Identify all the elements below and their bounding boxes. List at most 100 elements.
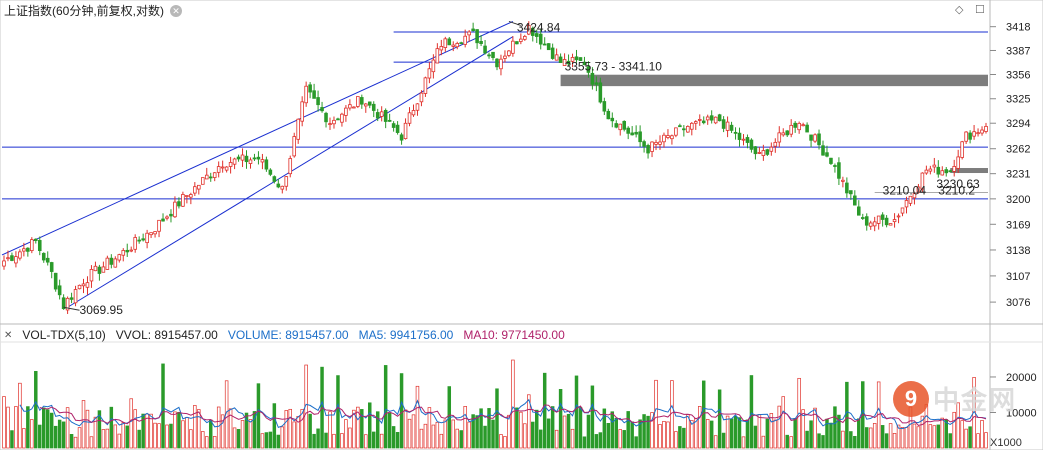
volume-bar — [694, 418, 698, 449]
volume-bar — [515, 407, 519, 449]
volume-bar — [682, 427, 686, 449]
candle-body — [415, 103, 420, 111]
candle-body — [431, 59, 436, 73]
candle-body — [10, 255, 14, 261]
candle-body — [845, 182, 849, 194]
level-label-3210b: 3210.2 — [938, 184, 975, 198]
candle-body — [475, 29, 479, 44]
volume-bar — [976, 433, 980, 449]
volume-bar — [129, 398, 133, 449]
volume-bar — [149, 413, 153, 449]
candle-body — [459, 42, 463, 45]
candle-body — [153, 231, 157, 235]
volume-bar — [14, 406, 18, 449]
volume-bar — [479, 408, 483, 449]
volume-bar — [829, 422, 833, 449]
candle-body — [741, 138, 746, 141]
volume-bar — [888, 423, 893, 449]
volume-bar — [109, 406, 114, 449]
volume-bar — [248, 419, 253, 449]
candle-body — [117, 254, 122, 261]
candle-body — [841, 179, 845, 182]
candle-body — [721, 119, 726, 129]
volume-bar — [272, 403, 277, 449]
candle-body — [77, 284, 82, 290]
candle-body — [578, 57, 583, 61]
volume-bar — [38, 424, 42, 449]
ma10-value: MA10: 9771450.00 — [463, 328, 565, 342]
candle-body — [137, 239, 141, 242]
volume-bar — [749, 375, 754, 449]
candle-body — [81, 283, 86, 287]
volume-bar — [896, 424, 901, 449]
candle-body — [880, 214, 885, 220]
volume-bar — [590, 385, 595, 449]
candle-body — [674, 127, 678, 136]
volume-bar — [733, 415, 738, 449]
volume-bar — [900, 427, 905, 449]
close-icon[interactable]: ✕ — [170, 4, 183, 17]
diamond-icon[interactable]: ◇ — [955, 4, 964, 16]
volume-bar — [471, 414, 475, 449]
window-icon[interactable]: ☐ — [975, 4, 985, 16]
volume-bar — [137, 429, 141, 449]
candle-body — [61, 297, 66, 310]
candle-body — [367, 101, 372, 106]
candle-body — [73, 289, 78, 304]
volume-bar — [344, 419, 348, 449]
candle-body — [626, 127, 630, 134]
candle-body — [145, 232, 149, 244]
candle-body — [224, 166, 229, 171]
candle-body — [904, 200, 909, 208]
volume-bar — [674, 431, 678, 449]
candle-body — [618, 123, 623, 131]
volume-bar — [586, 414, 591, 449]
candle-body — [149, 232, 153, 236]
volume-bar — [686, 414, 690, 449]
volume-bar — [34, 370, 38, 449]
candle-body — [49, 262, 54, 272]
candle-body — [244, 155, 249, 163]
volume-bar — [594, 434, 599, 449]
candle-body — [320, 107, 324, 112]
candle-body — [423, 77, 428, 94]
candle-body — [829, 157, 833, 164]
candle-body — [924, 169, 929, 174]
candle-body — [530, 27, 535, 36]
candle-body — [200, 177, 205, 185]
candle-body — [34, 238, 38, 242]
candle-body — [538, 33, 543, 45]
candle-body — [785, 130, 790, 136]
candle-body — [30, 239, 34, 252]
candle-body — [447, 38, 452, 46]
volume-bar — [558, 389, 563, 449]
candle-body — [662, 134, 666, 143]
volume-bar — [940, 417, 945, 449]
candle-body — [292, 136, 297, 157]
candle-body — [654, 142, 658, 145]
volume-close-icon[interactable]: ✕ — [4, 329, 13, 341]
volume-tick-label: 20000 — [1006, 372, 1037, 384]
candle-body — [745, 137, 750, 143]
volume-bar — [300, 409, 304, 449]
candle-body — [193, 186, 197, 194]
candle-body — [455, 43, 460, 48]
volume-bar — [638, 419, 642, 449]
volume-bar — [737, 417, 742, 449]
volume-bar — [912, 423, 917, 449]
candle-body — [725, 121, 730, 131]
volume-bar — [622, 430, 626, 449]
volume-bar — [201, 431, 205, 449]
volume-bar — [407, 418, 412, 449]
candle-body — [503, 55, 507, 59]
candle-body — [491, 51, 495, 58]
candle-body — [356, 96, 360, 107]
volume-bar — [956, 402, 960, 449]
candle-body — [853, 195, 857, 206]
candle-body — [534, 33, 539, 37]
volume-bar — [49, 412, 54, 449]
volume-bar — [920, 415, 925, 449]
candle-body — [876, 215, 881, 224]
